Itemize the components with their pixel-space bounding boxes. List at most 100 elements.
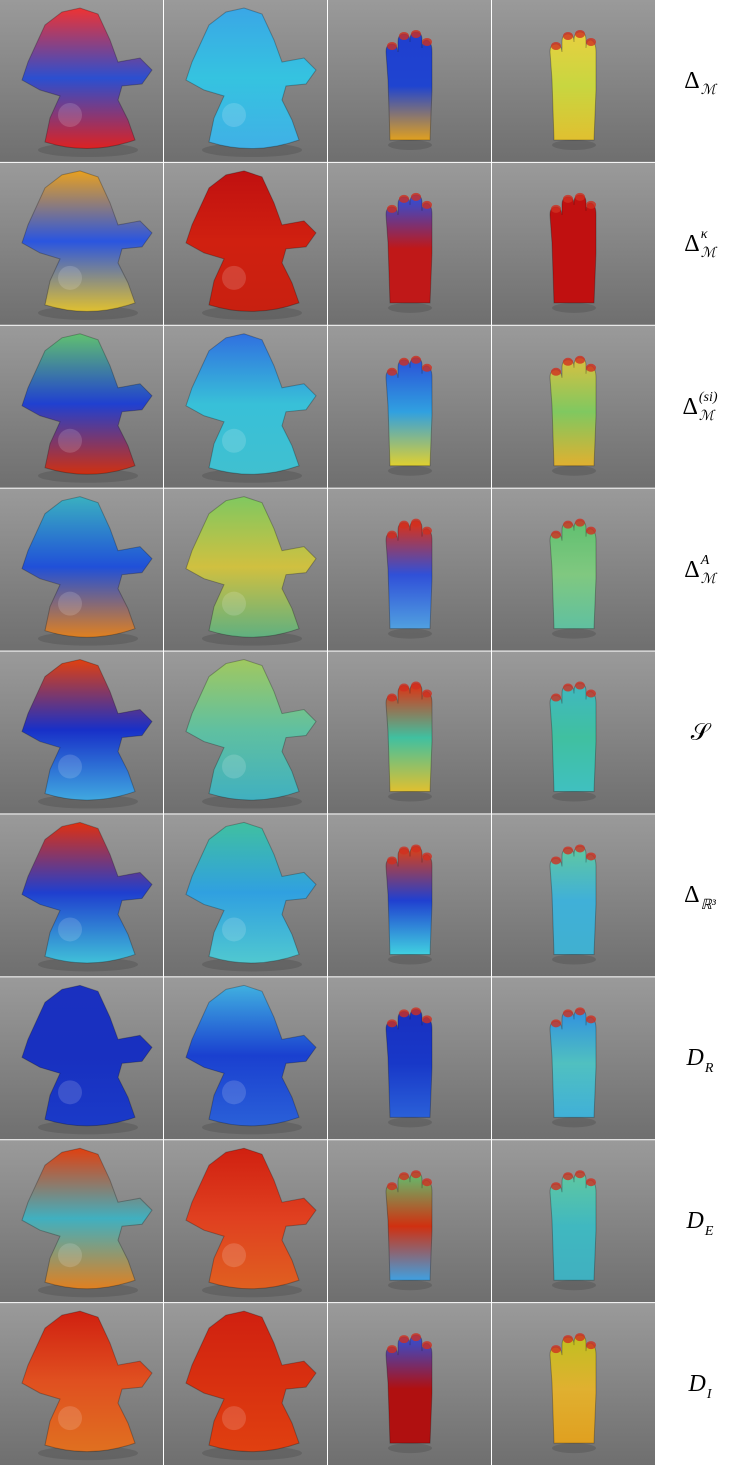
label-base: Δ <box>684 557 699 584</box>
fingertip <box>399 195 409 203</box>
fingertip <box>563 1009 573 1017</box>
shadow <box>388 792 432 802</box>
row-label: Δκℳ <box>664 224 736 264</box>
row-label: Δ(si) ℳ <box>664 387 736 427</box>
label-scripts: ℳ <box>701 64 716 98</box>
figure: Δ ℳΔκℳΔ(si)ℳΔAℳ𝒮Δ ℝ³D RD ED I <box>0 0 736 1466</box>
fingertip <box>575 30 585 38</box>
row-label: D I <box>664 1365 736 1405</box>
fingertip <box>387 1345 397 1353</box>
fingertip <box>422 38 432 46</box>
shadow <box>388 1443 432 1453</box>
fingertip <box>551 1019 561 1027</box>
render-panel <box>328 652 491 814</box>
render-panel <box>328 326 491 488</box>
render-panel <box>492 326 655 488</box>
fingertip <box>387 531 397 539</box>
gargoyle-orb <box>58 429 82 453</box>
gargoyle-orb <box>58 1406 82 1430</box>
gargoyle-orb <box>222 429 246 453</box>
shadow <box>552 1443 596 1453</box>
label-sub: E <box>705 1224 714 1239</box>
fingertip <box>422 201 432 209</box>
label-base: D <box>687 1045 704 1072</box>
fingertip <box>563 684 573 692</box>
fingertip <box>551 1182 561 1190</box>
label-sub: ℳ <box>699 409 718 424</box>
render-panel <box>328 814 491 976</box>
fingertip <box>575 1007 585 1015</box>
fingertip <box>563 521 573 529</box>
render-panel <box>164 1303 327 1465</box>
fingertip <box>551 856 561 864</box>
fingertip <box>551 368 561 376</box>
shadow <box>552 466 596 476</box>
label-sup: (si) <box>699 390 718 405</box>
render-panel <box>0 1140 163 1302</box>
row-label: D E <box>664 1202 736 1242</box>
fingertip <box>411 356 421 364</box>
fingertip <box>575 682 585 690</box>
fingertip <box>586 1015 596 1023</box>
label-sup <box>707 1368 712 1383</box>
row-label: Δ ℳ <box>664 61 736 101</box>
label-base: D <box>688 1371 705 1398</box>
render-panel <box>492 652 655 814</box>
label-sup: κ <box>701 227 716 242</box>
label-scripts: R <box>705 1042 714 1076</box>
label-base: Δ <box>684 882 699 909</box>
fingertip <box>575 844 585 852</box>
fingertip <box>422 527 432 535</box>
label-sup: A <box>701 553 716 568</box>
fingertip <box>422 1015 432 1023</box>
fingertip <box>411 193 421 201</box>
fingertip <box>387 368 397 376</box>
label-base: Δ <box>682 394 697 421</box>
render-panel <box>492 814 655 976</box>
render-panel <box>164 652 327 814</box>
label-sub: R <box>705 1061 714 1076</box>
fingertip <box>563 1335 573 1343</box>
gargoyle-orb <box>58 755 82 779</box>
render-panel <box>0 489 163 651</box>
render-panel <box>492 0 655 162</box>
render-panel <box>0 0 163 162</box>
render-panel <box>492 163 655 325</box>
gargoyle-orb <box>222 1406 246 1430</box>
fingertip <box>551 694 561 702</box>
fingertip <box>387 856 397 864</box>
fingertip <box>399 32 409 40</box>
gargoyle-orb <box>58 1080 82 1104</box>
label-sub: ℳ <box>701 83 716 98</box>
gargoyle-orb <box>58 266 82 290</box>
label-sup <box>705 1042 714 1057</box>
fingertip <box>586 852 596 860</box>
fingertip <box>411 1007 421 1015</box>
gargoyle-orb <box>222 755 246 779</box>
label-sup <box>701 64 716 79</box>
fingertip <box>399 358 409 366</box>
fingertip <box>411 682 421 690</box>
fingertip <box>551 42 561 50</box>
render-panel <box>0 163 163 325</box>
row-label: 𝒮 <box>664 713 736 753</box>
render-panel <box>0 652 163 814</box>
fingertip <box>399 1335 409 1343</box>
render-panel <box>164 1140 327 1302</box>
render-panel <box>492 1140 655 1302</box>
fingertip <box>387 1019 397 1027</box>
gargoyle-orb <box>222 1080 246 1104</box>
fingertip <box>575 356 585 364</box>
render-panel <box>492 1303 655 1465</box>
gargoyle-orb <box>58 592 82 616</box>
shadow <box>552 1280 596 1290</box>
fingertip <box>387 42 397 50</box>
label-scripts: E <box>705 1205 714 1239</box>
fingertip <box>399 846 409 854</box>
shadow <box>388 1117 432 1127</box>
fingertip <box>551 531 561 539</box>
fingertip <box>563 846 573 854</box>
fingertip <box>411 844 421 852</box>
render-panel <box>328 1140 491 1302</box>
